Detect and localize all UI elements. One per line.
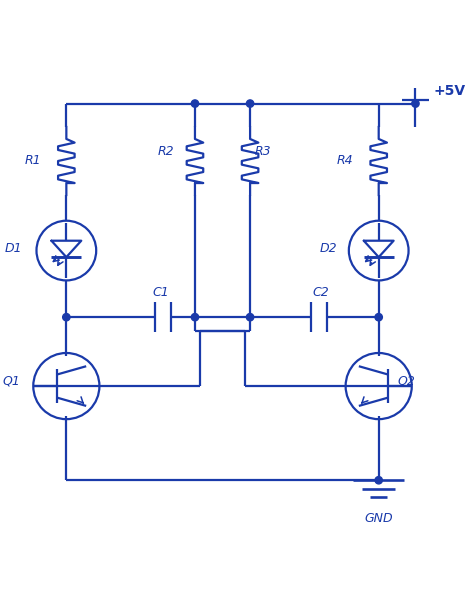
Circle shape bbox=[412, 100, 419, 107]
Text: D1: D1 bbox=[5, 242, 23, 255]
Circle shape bbox=[375, 314, 383, 321]
Circle shape bbox=[191, 314, 199, 321]
Text: C1: C1 bbox=[152, 286, 169, 299]
Text: +5V: +5V bbox=[434, 84, 466, 98]
Text: Q2: Q2 bbox=[397, 375, 415, 388]
Circle shape bbox=[246, 314, 254, 321]
Text: R2: R2 bbox=[158, 145, 174, 158]
Text: R4: R4 bbox=[337, 155, 354, 167]
Text: GND: GND bbox=[365, 512, 393, 525]
Text: Q1: Q1 bbox=[2, 375, 20, 388]
Circle shape bbox=[63, 314, 70, 321]
Circle shape bbox=[246, 100, 254, 107]
Circle shape bbox=[375, 477, 383, 484]
Text: C2: C2 bbox=[313, 286, 329, 299]
Text: D2: D2 bbox=[320, 242, 337, 255]
Circle shape bbox=[191, 100, 199, 107]
Text: R3: R3 bbox=[255, 145, 271, 158]
Text: R1: R1 bbox=[25, 155, 41, 167]
